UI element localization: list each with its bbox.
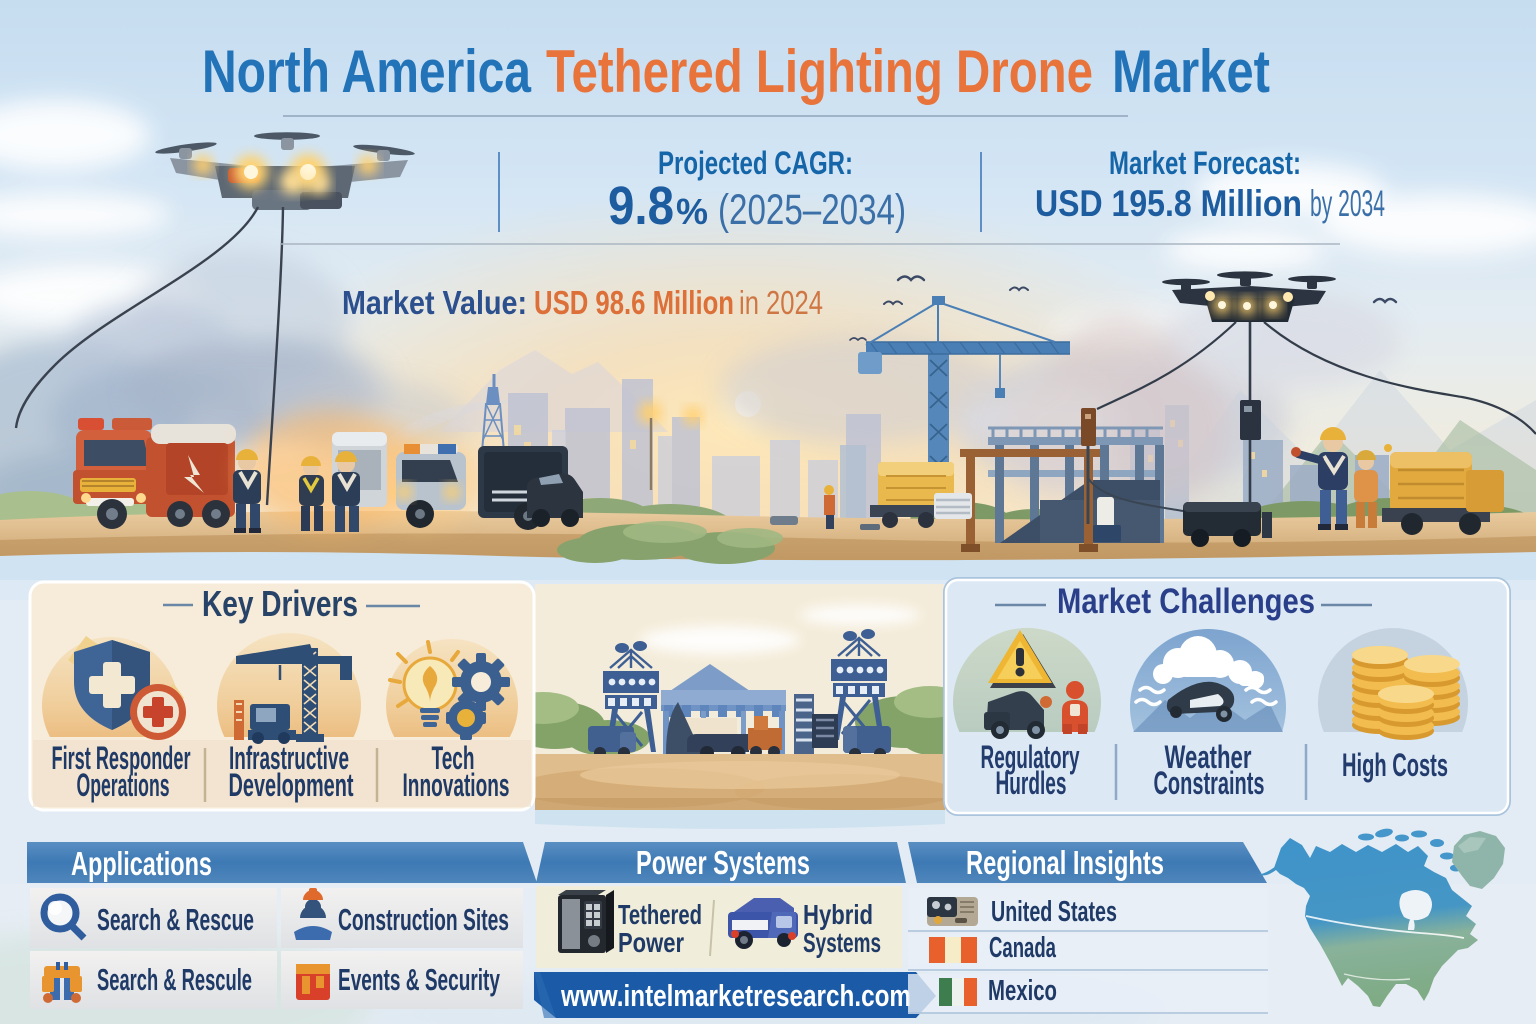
- svg-text:(2025–2034): (2025–2034): [718, 186, 906, 234]
- svg-text:Events & Security: Events & Security: [338, 962, 500, 997]
- svg-text:Hurdles: Hurdles: [996, 765, 1067, 801]
- svg-text:Tethered: Tethered: [618, 899, 702, 930]
- svg-text:Power: Power: [618, 927, 684, 958]
- svg-text:Tech: Tech: [432, 740, 475, 776]
- svg-text:Power Systems: Power Systems: [636, 844, 810, 881]
- svg-text:Systems: Systems: [803, 927, 881, 958]
- svg-text:Regional Insights: Regional Insights: [966, 844, 1164, 881]
- svg-text:in 2024: in 2024: [739, 284, 823, 321]
- svg-text:Weather: Weather: [1165, 739, 1252, 775]
- svg-text:Applications: Applications: [71, 845, 212, 882]
- svg-text:Market Challenges: Market Challenges: [1057, 582, 1315, 621]
- svg-text:www.intelmarketresearch.com: www.intelmarketresearch.com: [560, 978, 911, 1013]
- svg-text:Infrastructive: Infrastructive: [229, 740, 349, 776]
- svg-text:9.8: 9.8: [608, 176, 674, 236]
- svg-text:Mexico: Mexico: [988, 975, 1057, 1007]
- svg-text:Market: Market: [1112, 38, 1270, 105]
- svg-text:Regulatory: Regulatory: [981, 739, 1080, 775]
- svg-text:First Responder: First Responder: [52, 740, 191, 776]
- svg-text:High Costs: High Costs: [1342, 747, 1448, 783]
- svg-text:Market Forecast:: Market Forecast:: [1109, 145, 1301, 181]
- svg-text:United States: United States: [991, 896, 1117, 928]
- svg-text:Hybrid: Hybrid: [803, 899, 873, 930]
- svg-text:Operations: Operations: [77, 767, 170, 803]
- svg-text:Search & Rescule: Search & Rescule: [97, 962, 252, 997]
- svg-text:Projected CAGR:: Projected CAGR:: [658, 145, 853, 181]
- svg-text:USD 98.6 Million: USD 98.6 Million: [534, 284, 734, 321]
- svg-text:Key Drivers: Key Drivers: [202, 583, 358, 624]
- svg-text:Search & Rescue: Search & Rescue: [97, 902, 254, 937]
- svg-text:Construction Sites: Construction Sites: [338, 902, 509, 937]
- svg-text:%: %: [676, 191, 708, 232]
- svg-text:Tethered Lighting Drone: Tethered Lighting Drone: [546, 38, 1093, 105]
- svg-text:Development: Development: [229, 767, 354, 803]
- svg-text:North America: North America: [202, 38, 531, 105]
- svg-text:Constraints: Constraints: [1154, 765, 1265, 801]
- svg-text:Innovations: Innovations: [403, 767, 510, 803]
- svg-text:by 2034: by 2034: [1310, 183, 1385, 224]
- svg-text:USD 195.8 Million: USD 195.8 Million: [1035, 183, 1302, 224]
- svg-text:Market Value:: Market Value:: [342, 284, 527, 321]
- svg-text:Canada: Canada: [989, 932, 1057, 964]
